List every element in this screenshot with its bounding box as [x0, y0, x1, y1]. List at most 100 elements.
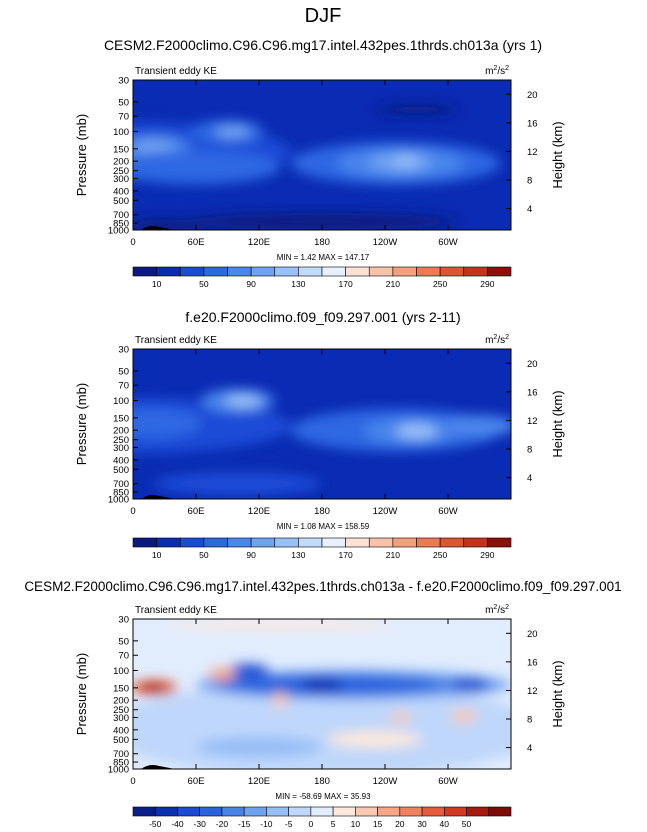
- colorbar-swatch: [288, 806, 312, 817]
- y-tick-label: 200: [113, 696, 129, 707]
- colorbar-label: 5: [331, 819, 336, 829]
- y-axis-label: Pressure (mb): [74, 653, 89, 735]
- colorbar-label: 130: [291, 279, 305, 289]
- contour-region: [133, 139, 175, 155]
- colorbar-label: 15: [373, 819, 383, 829]
- colorbar-swatch: [345, 266, 370, 277]
- y-axis-label-right: Height (km): [550, 390, 565, 457]
- colorbar-label: 90: [246, 279, 256, 289]
- colorbar-swatch: [154, 806, 178, 817]
- colorbar-swatch: [203, 537, 228, 548]
- colorbar-label: 30: [417, 819, 427, 829]
- y-tick-label: 400: [113, 455, 129, 466]
- surface-topography: [141, 765, 175, 769]
- x-tick-label: 0: [130, 776, 135, 787]
- y-axis-label: Pressure (mb): [74, 114, 89, 196]
- colorbar-swatch: [274, 537, 299, 548]
- y-tick-label: 50: [118, 636, 129, 647]
- contour-region: [448, 678, 490, 692]
- colorbar-swatch: [132, 806, 156, 817]
- colorbar-swatch: [463, 266, 488, 277]
- y-tick-label: 50: [118, 97, 129, 108]
- height-tick-label: 16: [527, 657, 538, 668]
- x-tick-label: 120W: [373, 506, 398, 517]
- y-tick-label: 500: [113, 735, 129, 746]
- colorbar-label: 50: [462, 819, 472, 829]
- units-label: m2/s2: [485, 334, 509, 346]
- colorbar-swatch: [227, 266, 252, 277]
- colorbar-label: 250: [433, 279, 447, 289]
- y-tick-label: 150: [113, 683, 129, 694]
- x-tick-label: 180: [314, 776, 330, 787]
- min-max-stats: MIN = -58.69 MAX = 35.93: [275, 792, 371, 801]
- colorbar-swatch: [355, 806, 378, 817]
- contour-region: [164, 621, 396, 630]
- variable-label: Transient eddy KE: [135, 605, 217, 616]
- variable-label: Transient eddy KE: [135, 66, 217, 77]
- colorbar-label: -40: [171, 819, 184, 829]
- y-axis-label: Pressure (mb): [74, 383, 89, 465]
- colorbar-swatch: [392, 266, 417, 277]
- colorbar-swatch: [488, 806, 512, 817]
- colorbar-swatch: [421, 806, 445, 817]
- min-max-stats: MIN = 1.42 MAX = 147.17: [277, 253, 370, 262]
- y-tick-label: 100: [113, 666, 129, 677]
- panel-title: CESM2.F2000climo.C96.C96.mg17.intel.432p…: [104, 37, 542, 53]
- chart-panel-2: f.e20.F2000climo.f09_f09.297.001 (yrs 2-…: [74, 309, 565, 560]
- colorbar-swatch: [416, 537, 441, 548]
- contour-field: [133, 80, 511, 230]
- colorbar-swatch: [156, 266, 181, 277]
- y-tick-label: 1000: [108, 226, 129, 237]
- units-label: m2/s2: [485, 65, 509, 77]
- y-tick-label: 250: [113, 166, 129, 177]
- x-tick-label: 60E: [188, 506, 205, 517]
- colorbar-label: 50: [199, 279, 209, 289]
- height-tick-label: 4: [527, 473, 532, 484]
- contour-region: [390, 712, 412, 723]
- x-tick-label: 60W: [438, 237, 458, 248]
- contour-region: [392, 155, 420, 167]
- height-tick-label: 8: [527, 176, 532, 187]
- colorbar-label: 10: [152, 279, 162, 289]
- x-tick-label: 180: [314, 237, 330, 248]
- variable-label: Transient eddy KE: [135, 335, 217, 346]
- contour-region: [442, 414, 511, 437]
- colorbar-label: 170: [339, 279, 353, 289]
- contour-region: [196, 736, 322, 758]
- colorbar-swatch: [487, 537, 512, 548]
- colorbar-swatch: [321, 266, 346, 277]
- colorbar-label: -15: [238, 819, 251, 829]
- y-tick-label: 30: [118, 615, 129, 626]
- x-tick-label: 120E: [248, 237, 270, 248]
- x-tick-label: 60W: [438, 776, 458, 787]
- y-tick-label: 850: [113, 488, 129, 499]
- y-tick-label: 400: [113, 186, 129, 197]
- contour-region: [214, 125, 252, 138]
- y-tick-label: 250: [113, 705, 129, 716]
- colorbar-swatch: [321, 537, 346, 548]
- x-tick-label: 60E: [188, 776, 205, 787]
- colorbar-label: -20: [216, 819, 229, 829]
- y-tick-label: 300: [113, 713, 129, 724]
- colorbar-swatch: [368, 537, 394, 548]
- colorbar-swatch: [227, 537, 252, 548]
- y-tick-label: 30: [118, 76, 129, 87]
- height-tick-label: 16: [527, 118, 538, 129]
- contour-region: [395, 423, 438, 439]
- colorbar-swatch: [221, 806, 245, 817]
- colorbar-label: -10: [260, 819, 273, 829]
- colorbar-swatch: [199, 806, 223, 817]
- contour-region: [209, 668, 236, 681]
- contour-field: [133, 349, 511, 499]
- y-tick-label: 850: [113, 219, 129, 230]
- x-tick-label: 0: [130, 506, 135, 517]
- chart-panel-1: CESM2.F2000climo.C96.C96.mg17.intel.432p…: [74, 37, 565, 289]
- colorbar-label: 20: [395, 819, 405, 829]
- contour-region: [450, 709, 477, 723]
- y-tick-label: 30: [118, 345, 129, 356]
- colorbar-swatch: [377, 806, 401, 817]
- min-max-stats: MIN = 1.08 MAX = 158.59: [277, 522, 370, 531]
- y-tick-label: 250: [113, 435, 129, 446]
- contour-region: [140, 683, 168, 693]
